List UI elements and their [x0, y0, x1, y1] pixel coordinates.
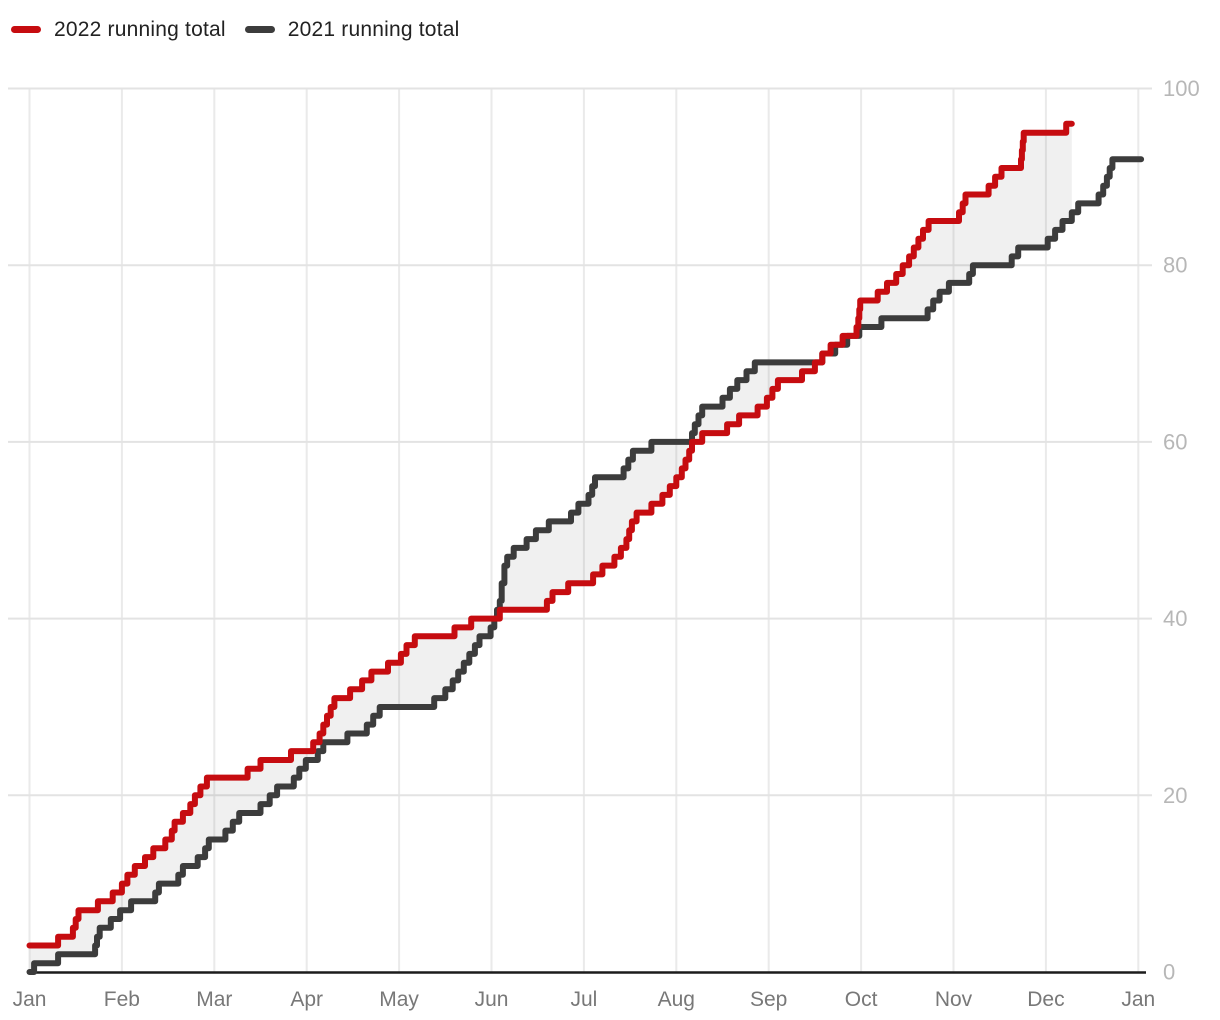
y-tick-label: 40 [1163, 606, 1187, 631]
legend-item-2022: 2022 running total [11, 19, 226, 40]
legend-label-2022: 2022 running total [54, 18, 226, 41]
x-tick-label: Sep [750, 988, 787, 1011]
x-tick-label: Oct [845, 988, 878, 1011]
series-line-2021 [26, 156, 1145, 975]
legend-item-2021: 2021 running total [244, 18, 460, 41]
x-tick-label: Dec [1027, 988, 1064, 1011]
y-tick-label: 100 [1163, 76, 1200, 101]
y-tick-label: 20 [1163, 783, 1187, 808]
y-tick-label: 80 [1163, 253, 1187, 278]
x-tick-label: Feb [104, 988, 140, 1011]
y-tick-label: 0 [1163, 960, 1175, 985]
x-tick-label: Aug [658, 988, 695, 1011]
x-tick-label: Nov [935, 988, 973, 1011]
series-line-2022 [26, 120, 1075, 949]
x-tick-label: Apr [290, 988, 323, 1011]
legend-label-2021: 2021 running total [287, 18, 460, 41]
x-tick-label: Jul [570, 988, 597, 1011]
x-tick-label: Jan [1121, 988, 1155, 1011]
x-tick-label: Mar [196, 988, 232, 1011]
fill-between-band [29, 123, 1072, 973]
y-tick-label: 60 [1163, 429, 1187, 454]
x-tick-label: May [379, 988, 419, 1011]
x-tick-label: Jan [13, 988, 47, 1011]
x-tick-label: Jun [475, 988, 509, 1011]
legend: 2022 running total 2021 running total [11, 19, 478, 40]
legend-dash-2021-icon [244, 26, 275, 33]
legend-dash-2022-icon [11, 26, 41, 33]
